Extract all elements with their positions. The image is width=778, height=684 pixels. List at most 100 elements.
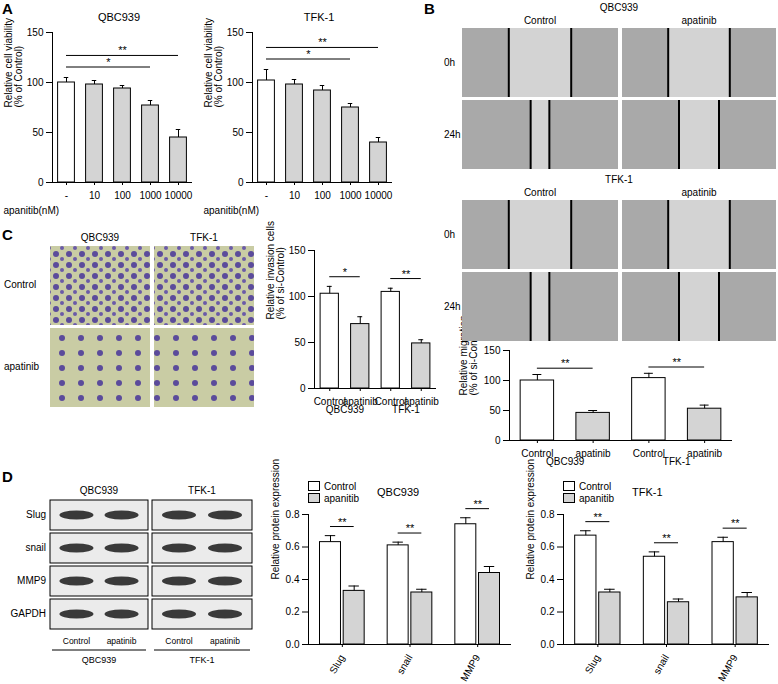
svg-text:QBC939: QBC939 [81, 232, 120, 243]
svg-text:150: 150 [484, 345, 501, 356]
svg-text:0.6: 0.6 [541, 541, 555, 552]
svg-text:QBC939: QBC939 [326, 404, 365, 415]
svg-text:apanitib(nM): apanitib(nM) [4, 205, 60, 216]
svg-text:Relative protein expression: Relative protein expression [525, 459, 536, 580]
svg-text:**: ** [731, 517, 740, 529]
svg-text:50: 50 [232, 127, 244, 138]
svg-text:QBC939: QBC939 [546, 456, 585, 467]
svg-text:10000: 10000 [165, 190, 193, 201]
svg-text:snail: snail [25, 542, 46, 553]
svg-text:0.4: 0.4 [541, 574, 555, 585]
svg-text:150: 150 [27, 27, 44, 38]
svg-text:0.8: 0.8 [541, 509, 555, 520]
html-text:Relative migration: Relative migration [457, 315, 469, 396]
svg-text:Slug: Slug [583, 653, 603, 676]
svg-text:Control: Control [524, 187, 556, 198]
svg-text:0.8: 0.8 [286, 509, 300, 520]
svg-text:100: 100 [114, 190, 131, 201]
svg-text:-: - [265, 190, 268, 201]
svg-text:**: ** [406, 522, 415, 534]
svg-text:24h: 24h [444, 301, 461, 312]
svg-text:100: 100 [314, 190, 331, 201]
svg-text:Control: Control [165, 636, 193, 646]
svg-text:TFK-1: TFK-1 [188, 485, 216, 496]
html-text:TFK-1: TFK-1 [303, 11, 335, 23]
svg-text:Control: Control [633, 448, 665, 459]
svg-text:Relative cell viability(% of C: Relative cell viability(% of Control) [3, 18, 24, 107]
svg-text:Control: Control [521, 447, 554, 459]
svg-text:100: 100 [227, 77, 244, 88]
svg-text:10: 10 [89, 190, 101, 201]
svg-text:Relative cell viability(% of C: Relative cell viability(% of Control) [203, 18, 224, 107]
svg-text:10: 10 [289, 190, 301, 201]
svg-text:apatinib: apatinib [681, 187, 716, 198]
svg-text:0: 0 [300, 383, 306, 394]
svg-text:0.4: 0.4 [286, 574, 300, 585]
svg-text:**: ** [402, 268, 411, 280]
svg-text:0.6: 0.6 [286, 541, 300, 552]
svg-text:100: 100 [289, 291, 306, 302]
svg-text:TFK-1: TFK-1 [189, 655, 214, 665]
svg-text:**: ** [672, 356, 681, 368]
svg-text:TFK-1: TFK-1 [663, 456, 691, 467]
svg-text:0: 0 [238, 177, 244, 188]
svg-text:-: - [65, 190, 68, 201]
html-text:QBC939: QBC939 [97, 11, 141, 23]
svg-text:apatinib: apatinib [687, 448, 722, 459]
svg-text:*: * [106, 56, 111, 68]
svg-text:24h: 24h [444, 129, 461, 140]
svg-text:Control: Control [524, 15, 556, 26]
svg-text:QBC939: QBC939 [82, 655, 117, 665]
svg-text:apatinib: apatinib [681, 15, 716, 26]
svg-text:**: ** [118, 44, 127, 56]
svg-text:*: * [343, 266, 348, 278]
svg-text:QBC939: QBC939 [80, 485, 119, 496]
svg-text:MMP9: MMP9 [458, 652, 482, 683]
svg-text:150: 150 [227, 27, 244, 38]
svg-text:**: ** [473, 498, 482, 510]
svg-text:0h: 0h [444, 57, 455, 68]
svg-text:50: 50 [32, 127, 44, 138]
svg-text:apanitib(nM): apanitib(nM) [204, 205, 260, 216]
svg-text:**: ** [338, 516, 347, 528]
svg-text:GAPDH: GAPDH [10, 608, 46, 619]
svg-text:Slug: Slug [26, 509, 46, 520]
svg-text:0.0: 0.0 [541, 639, 555, 650]
svg-text:0: 0 [38, 177, 44, 188]
svg-text:**: ** [662, 532, 671, 544]
svg-text:snail: snail [651, 653, 671, 676]
svg-text:100: 100 [484, 375, 501, 386]
svg-text:TFK-1: TFK-1 [392, 404, 420, 415]
svg-text:Relative invasion cells(% of s: Relative invasion cells(% of si-Control) [265, 221, 286, 319]
svg-text:100: 100 [27, 77, 44, 88]
svg-text:Relative protein expression: Relative protein expression [270, 459, 281, 580]
svg-text:apatinib: apatinib [107, 636, 137, 646]
svg-text:QBC939: QBC939 [600, 2, 639, 13]
svg-text:Control: Control [4, 279, 36, 290]
svg-text:**: ** [594, 511, 603, 523]
svg-text:150: 150 [289, 245, 306, 256]
svg-text:**: ** [561, 357, 570, 369]
svg-text:Slug: Slug [327, 653, 347, 676]
svg-text:0.2: 0.2 [286, 606, 300, 617]
svg-text:50: 50 [294, 337, 306, 348]
svg-text:0h: 0h [444, 229, 455, 240]
svg-text:1000: 1000 [339, 190, 362, 201]
svg-text:snail: snail [395, 653, 415, 676]
svg-text:MMP9: MMP9 [716, 652, 740, 683]
svg-text:10000: 10000 [365, 190, 393, 201]
svg-text:apatinib: apatinib [4, 361, 39, 372]
svg-text:*: * [306, 48, 311, 60]
svg-text:apatinib: apatinib [210, 636, 240, 646]
svg-text:0.0: 0.0 [286, 639, 300, 650]
svg-text:**: ** [318, 36, 327, 48]
svg-text:Control: Control [63, 636, 91, 646]
svg-text:MMP9: MMP9 [17, 575, 46, 586]
svg-text:50: 50 [489, 405, 501, 416]
svg-text:TFK-1: TFK-1 [605, 174, 633, 185]
svg-text:TFK-1: TFK-1 [190, 232, 218, 243]
svg-text:0: 0 [495, 435, 501, 446]
svg-text:0.2: 0.2 [541, 606, 555, 617]
svg-text:1000: 1000 [139, 190, 162, 201]
svg-text:apatinib: apatinib [575, 447, 611, 459]
